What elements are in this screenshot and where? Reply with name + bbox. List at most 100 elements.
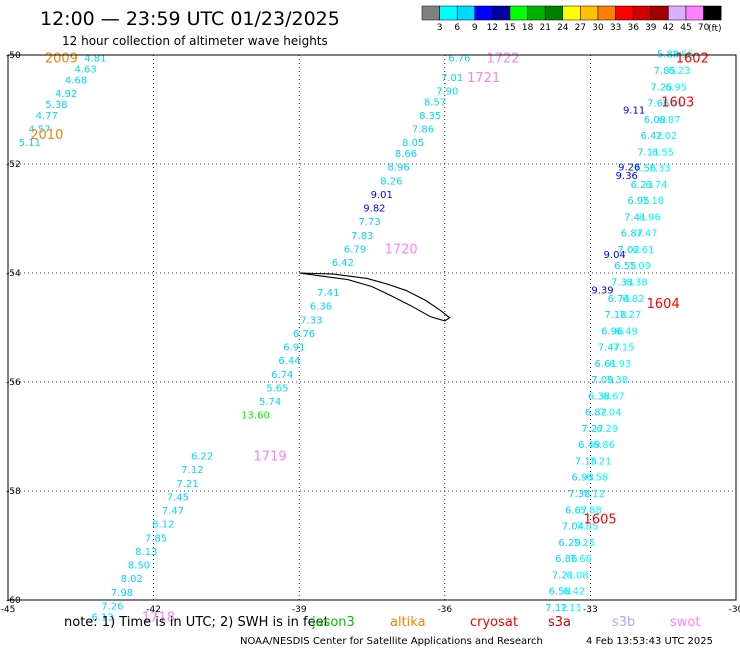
colorbar-label: 24 (557, 23, 569, 33)
colorbar-swatch (615, 5, 634, 21)
track-wave-label: 7.38 (568, 489, 590, 500)
y-tick-label: -50 (6, 51, 21, 61)
wave-height-label: 7.45 (167, 492, 189, 503)
y-tick-label: -58 (6, 487, 21, 497)
pass-id-label: 1718 (142, 610, 175, 625)
track-wave-label: 6.74 (645, 180, 667, 191)
wave-height-label: 7.73 (358, 217, 380, 228)
track-wave-label: 6.86 (593, 440, 615, 451)
track-wave-label: 7.85 (576, 522, 598, 533)
track-wave-label: 7.85 (654, 66, 676, 77)
pass-id-label: 1722 (486, 52, 519, 67)
wave-height-label: 6.79 (344, 244, 366, 255)
track-wave-label: 6.29 (596, 424, 618, 435)
track-wave-label: 7.18 (642, 196, 664, 207)
colorbar-swatch (685, 5, 704, 21)
colorbar-label: 33 (610, 23, 621, 33)
pass-id-label: 2010 (30, 128, 63, 143)
colorbar-swatch (597, 5, 616, 21)
grid (8, 55, 736, 600)
x-tick-label: -45 (1, 605, 16, 615)
x-tick-label: -42 (146, 605, 161, 615)
wave-height-label: 7.47 (162, 506, 184, 517)
colorbar-label: 45 (680, 23, 691, 33)
track-wave-label: 7.12 (545, 603, 567, 614)
track-wave-label: 6.42 (563, 587, 585, 598)
colorbar-swatch (703, 5, 722, 21)
track-wave-label: 7.25 (573, 538, 595, 549)
wave-height-label: 9.11 (623, 106, 645, 117)
track-wave-label: 7.27 (581, 424, 603, 435)
track-wave-label: 6.49 (578, 440, 600, 451)
wave-height-label: 7.41 (317, 288, 339, 299)
pass-id-label: 1602 (676, 52, 709, 67)
x-tick-label: -39 (292, 605, 307, 615)
track-wave-label: 7.47 (635, 229, 657, 240)
colorbar-swatch (421, 5, 440, 21)
legend-item-s3a: s3a (548, 615, 571, 630)
wave-height-label: 4.81 (84, 54, 106, 65)
wave-height-label: 8.13 (135, 547, 157, 558)
wave-height-label: 9.82 (363, 204, 385, 215)
track-wave-label: 6.08 (566, 570, 588, 581)
pass-id-label: 1605 (584, 512, 617, 527)
track-wave-label: 7.04 (599, 408, 621, 419)
colorbar-swatch (544, 5, 564, 21)
pass-id-label: 1720 (385, 242, 418, 257)
y-tick-label: -60 (6, 596, 21, 606)
colorbar-label: 42 (663, 23, 674, 33)
wave-height-label: 7.83 (351, 231, 373, 242)
legend-item-altika: altika (390, 615, 426, 630)
track-wave-label: 6.82 (622, 294, 644, 305)
track-wave-label: 6.96 (639, 212, 661, 223)
track-wave-label: 6.23 (668, 66, 690, 77)
colorbar-label: 12 (487, 23, 498, 33)
track-wave-label: 6.38 (588, 391, 610, 402)
footer-note: note: 1) Time is in UTC; 2) SWH is in fe… (64, 615, 329, 630)
wave-height-label: 6.76 (448, 54, 470, 65)
wave-height-label: 7.26 (101, 601, 123, 612)
wave-height-label: 5.11 (19, 138, 41, 149)
track-wave-label: 6.95 (665, 82, 687, 93)
track-wave-label: 6.87 (621, 229, 643, 240)
colorbar-unit: (ft) (708, 24, 722, 34)
colorbar-swatch (668, 5, 687, 21)
wave-height-label: 6.42 (332, 258, 354, 269)
y-tick-label: -52 (6, 160, 21, 170)
wave-height-label: 8.66 (395, 149, 417, 160)
track-wave-label: 7.21 (552, 570, 574, 581)
pass-id-label: 1604 (647, 297, 680, 312)
track-wave-label: 6.29 (558, 538, 580, 549)
footer-credit: NOAA/NESDIS Center for Satellite Applica… (240, 636, 543, 647)
wave-height-label: 8.57 (424, 97, 446, 108)
track-wave-label: 7.18 (604, 310, 626, 321)
x-tick-label: -30 (729, 605, 740, 615)
track-wave-label: 7.09 (629, 261, 651, 272)
track-wave-label: 7.02 (655, 131, 677, 142)
track-wave-label: 7.15 (612, 343, 634, 354)
wave-height-label: 8.05 (402, 138, 424, 149)
legend-item-swot: swot (670, 615, 700, 630)
wave-height-label: 6.13 (92, 612, 114, 623)
wave-height-label: 7.90 (436, 86, 458, 97)
wave-height-label: 7.01 (441, 73, 463, 84)
y-tick-label: -54 (6, 269, 21, 279)
colorbar-label: 36 (627, 23, 639, 33)
wave-height-label: 9.04 (604, 250, 626, 261)
wave-height-label: 8.50 (128, 561, 150, 572)
pass-id-label: 1603 (661, 95, 694, 110)
wave-height-label: 8.02 (121, 574, 143, 585)
wave-height-label: 6.91 (283, 343, 305, 354)
wave-height-label: 4.92 (55, 89, 77, 100)
colorbar-label: 18 (522, 23, 534, 33)
track-wave-label: 7.66 (570, 554, 592, 565)
colorbar-swatch (562, 5, 581, 21)
colorbar-label: 39 (645, 23, 657, 33)
track-wave-label: 6.55 (614, 261, 636, 272)
pass-id-label: 2009 (45, 52, 78, 67)
colorbar-swatch (527, 5, 546, 21)
wave-height-label: 9.26 (618, 163, 640, 174)
wave-height-label: 4.57 (28, 125, 50, 136)
colorbar-label: 9 (472, 23, 478, 33)
track-wave-label: 7.41 (662, 99, 684, 110)
